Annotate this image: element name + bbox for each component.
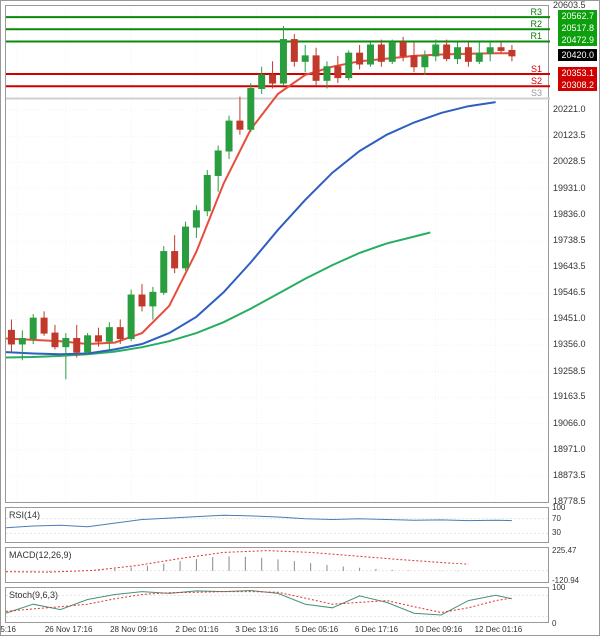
y-tick: 19163.5 [553, 391, 586, 401]
stoch-panel[interactable]: Stoch(9,6,3) 0100 [5, 587, 549, 623]
macd-svg [6, 548, 550, 584]
x-tick: 6 Dec 17:16 [355, 625, 398, 634]
x-tick: 12 Dec 01:16 [475, 625, 523, 634]
sr-label-s1: S1 [531, 64, 542, 74]
price-chart[interactable]: R3 R2 R1 S1 S2 S3 [5, 5, 549, 503]
x-tick: 26 Nov 17:16 [45, 625, 93, 634]
y-tick: 19738.5 [553, 235, 586, 245]
price-label: 20472.9 [558, 34, 597, 46]
y-tick: 19066.0 [553, 418, 586, 428]
stoch-ticks: 0100 [550, 588, 596, 622]
y-tick: 20603.5 [553, 0, 586, 10]
x-tick: 2 Dec 01:16 [175, 625, 218, 634]
x-tick: 10 Dec 09:16 [415, 625, 463, 634]
ind-tick: 30 [552, 528, 561, 537]
macd-panel[interactable]: MACD(12,26,9) -120.94225.47 [5, 547, 549, 583]
y-tick: 20028.5 [553, 156, 586, 166]
x-tick: 5 Dec 05:16 [295, 625, 338, 634]
price-label: 20517.8 [558, 22, 597, 34]
x-axis: 05:1626 Nov 17:1628 Nov 09:162 Dec 01:16… [5, 625, 549, 637]
sr-label-r3: R3 [530, 7, 542, 17]
rsi-svg [6, 508, 550, 544]
sr-label-s2: S2 [531, 76, 542, 86]
sr-label-s3: S3 [531, 88, 542, 98]
y-tick: 19643.5 [553, 261, 586, 271]
ind-tick: 0 [552, 619, 556, 628]
ind-tick: 100 [552, 583, 565, 592]
ind-tick: 100 [552, 503, 565, 512]
ind-tick: 225.47 [552, 546, 576, 555]
ind-tick: 70 [552, 514, 561, 523]
y-tick: 19356.0 [553, 339, 586, 349]
price-label: 20308.2 [558, 79, 597, 91]
x-tick: 3 Dec 13:16 [235, 625, 278, 634]
rsi-panel[interactable]: RSI(14) 3070100 [5, 507, 549, 543]
rsi-label: RSI(14) [9, 510, 40, 520]
macd-ticks: -120.94225.47 [550, 548, 596, 582]
stoch-label: Stoch(9,6,3) [9, 590, 58, 600]
y-tick: 19451.0 [553, 313, 586, 323]
y-tick: 19836.0 [553, 209, 586, 219]
sr-label-r1: R1 [530, 31, 542, 41]
sr-label-r2: R2 [530, 19, 542, 29]
y-tick: 18873.5 [553, 470, 586, 480]
rsi-ticks: 3070100 [550, 508, 596, 542]
price-label: 20420.0 [558, 49, 597, 61]
y-axis: 18778.518873.518971.019066.019163.519258… [551, 5, 599, 503]
y-tick: 18971.0 [553, 444, 586, 454]
y-tick: 20221.0 [553, 104, 586, 114]
price-label: 20562.7 [558, 10, 597, 22]
y-tick: 19258.5 [553, 366, 586, 376]
y-tick: 19546.5 [553, 287, 586, 297]
y-tick: 20123.5 [553, 130, 586, 140]
x-tick: 28 Nov 09:16 [110, 625, 158, 634]
price-label: 20353.1 [558, 67, 597, 79]
x-tick: 05:16 [0, 625, 16, 634]
y-tick: 19931.0 [553, 183, 586, 193]
price-chart-svg [6, 6, 550, 502]
macd-label: MACD(12,26,9) [9, 550, 72, 560]
stoch-svg [6, 588, 550, 624]
